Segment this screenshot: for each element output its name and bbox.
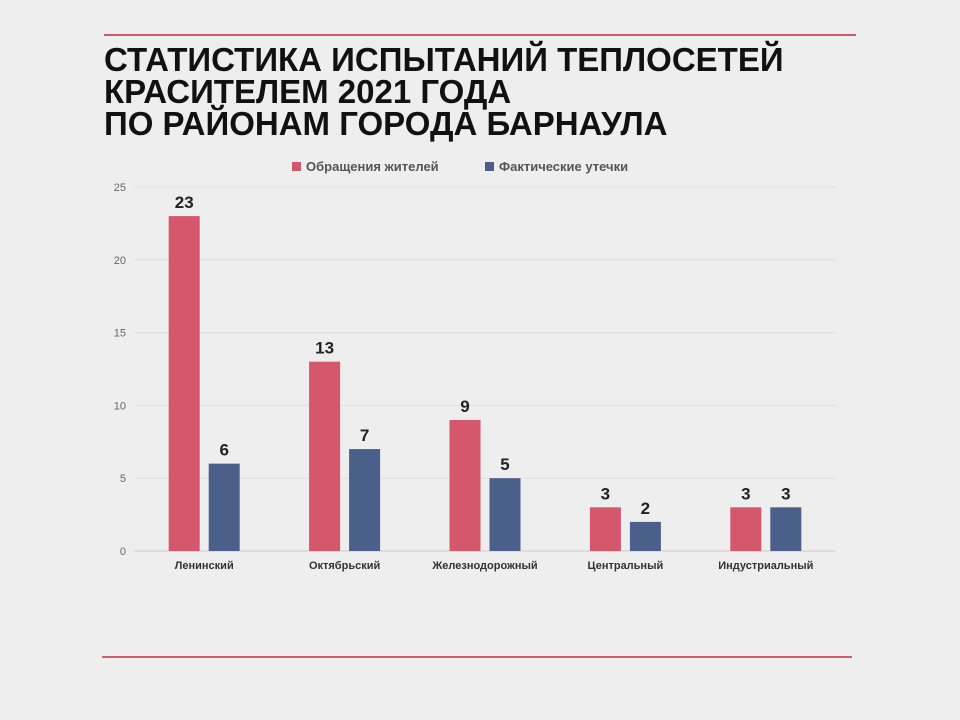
bar-leaks-4 xyxy=(629,521,661,551)
legend-label-2: Фактические утечки xyxy=(499,159,628,174)
legend-swatch-1 xyxy=(292,162,301,171)
data-label: 6 xyxy=(219,441,228,460)
title-line-1: СТАТИСТИКА ИСПЫТАНИЙ ТЕПЛОСЕТЕЙ xyxy=(104,41,784,78)
bar-leaks-2 xyxy=(349,449,381,551)
y-tick-label: 0 xyxy=(120,546,126,558)
y-tick-label: 5 xyxy=(120,473,126,485)
data-label: 9 xyxy=(460,397,469,416)
category-label: Ленинский xyxy=(175,560,234,572)
bar-appeals-5 xyxy=(730,507,762,551)
data-label: 3 xyxy=(601,484,610,503)
bar-appeals-3 xyxy=(449,419,481,551)
category-label: Железнодорожный xyxy=(431,560,537,572)
y-tick-label: 20 xyxy=(114,255,126,267)
bar-leaks-3 xyxy=(489,478,521,551)
legend-swatch-2 xyxy=(485,162,494,171)
data-label: 7 xyxy=(360,426,369,445)
bottom-divider xyxy=(102,656,852,658)
bar-appeals-1 xyxy=(168,216,200,551)
title-line-3: ПО РАЙОНАМ ГОРОДА БАРНАУЛА xyxy=(104,105,668,142)
top-divider xyxy=(104,34,856,36)
bar-appeals-4 xyxy=(589,507,621,551)
data-label: 5 xyxy=(500,455,509,474)
y-tick-label: 15 xyxy=(114,328,126,340)
data-label: 2 xyxy=(641,499,650,518)
category-label: Октябрьский xyxy=(309,560,380,572)
y-tick-label: 25 xyxy=(114,182,126,194)
data-label: 3 xyxy=(781,484,790,503)
category-label: Центральный xyxy=(588,560,664,572)
bar-leaks-1 xyxy=(208,463,240,551)
data-label: 13 xyxy=(315,339,334,358)
y-tick-label: 10 xyxy=(114,400,126,412)
data-label: 23 xyxy=(175,193,194,212)
page-title: СТАТИСТИКА ИСПЫТАНИЙ ТЕПЛОСЕТЕЙ КРАСИТЕЛ… xyxy=(104,41,884,142)
data-label: 3 xyxy=(741,484,750,503)
bar-leaks-5 xyxy=(770,507,802,551)
category-label: Индустриальный xyxy=(718,560,813,572)
bar-appeals-2 xyxy=(309,361,341,551)
legend-label-1: Обращения жителей xyxy=(306,159,439,174)
title-line-2: КРАСИТЕЛЕМ 2021 ГОДА xyxy=(104,73,512,110)
